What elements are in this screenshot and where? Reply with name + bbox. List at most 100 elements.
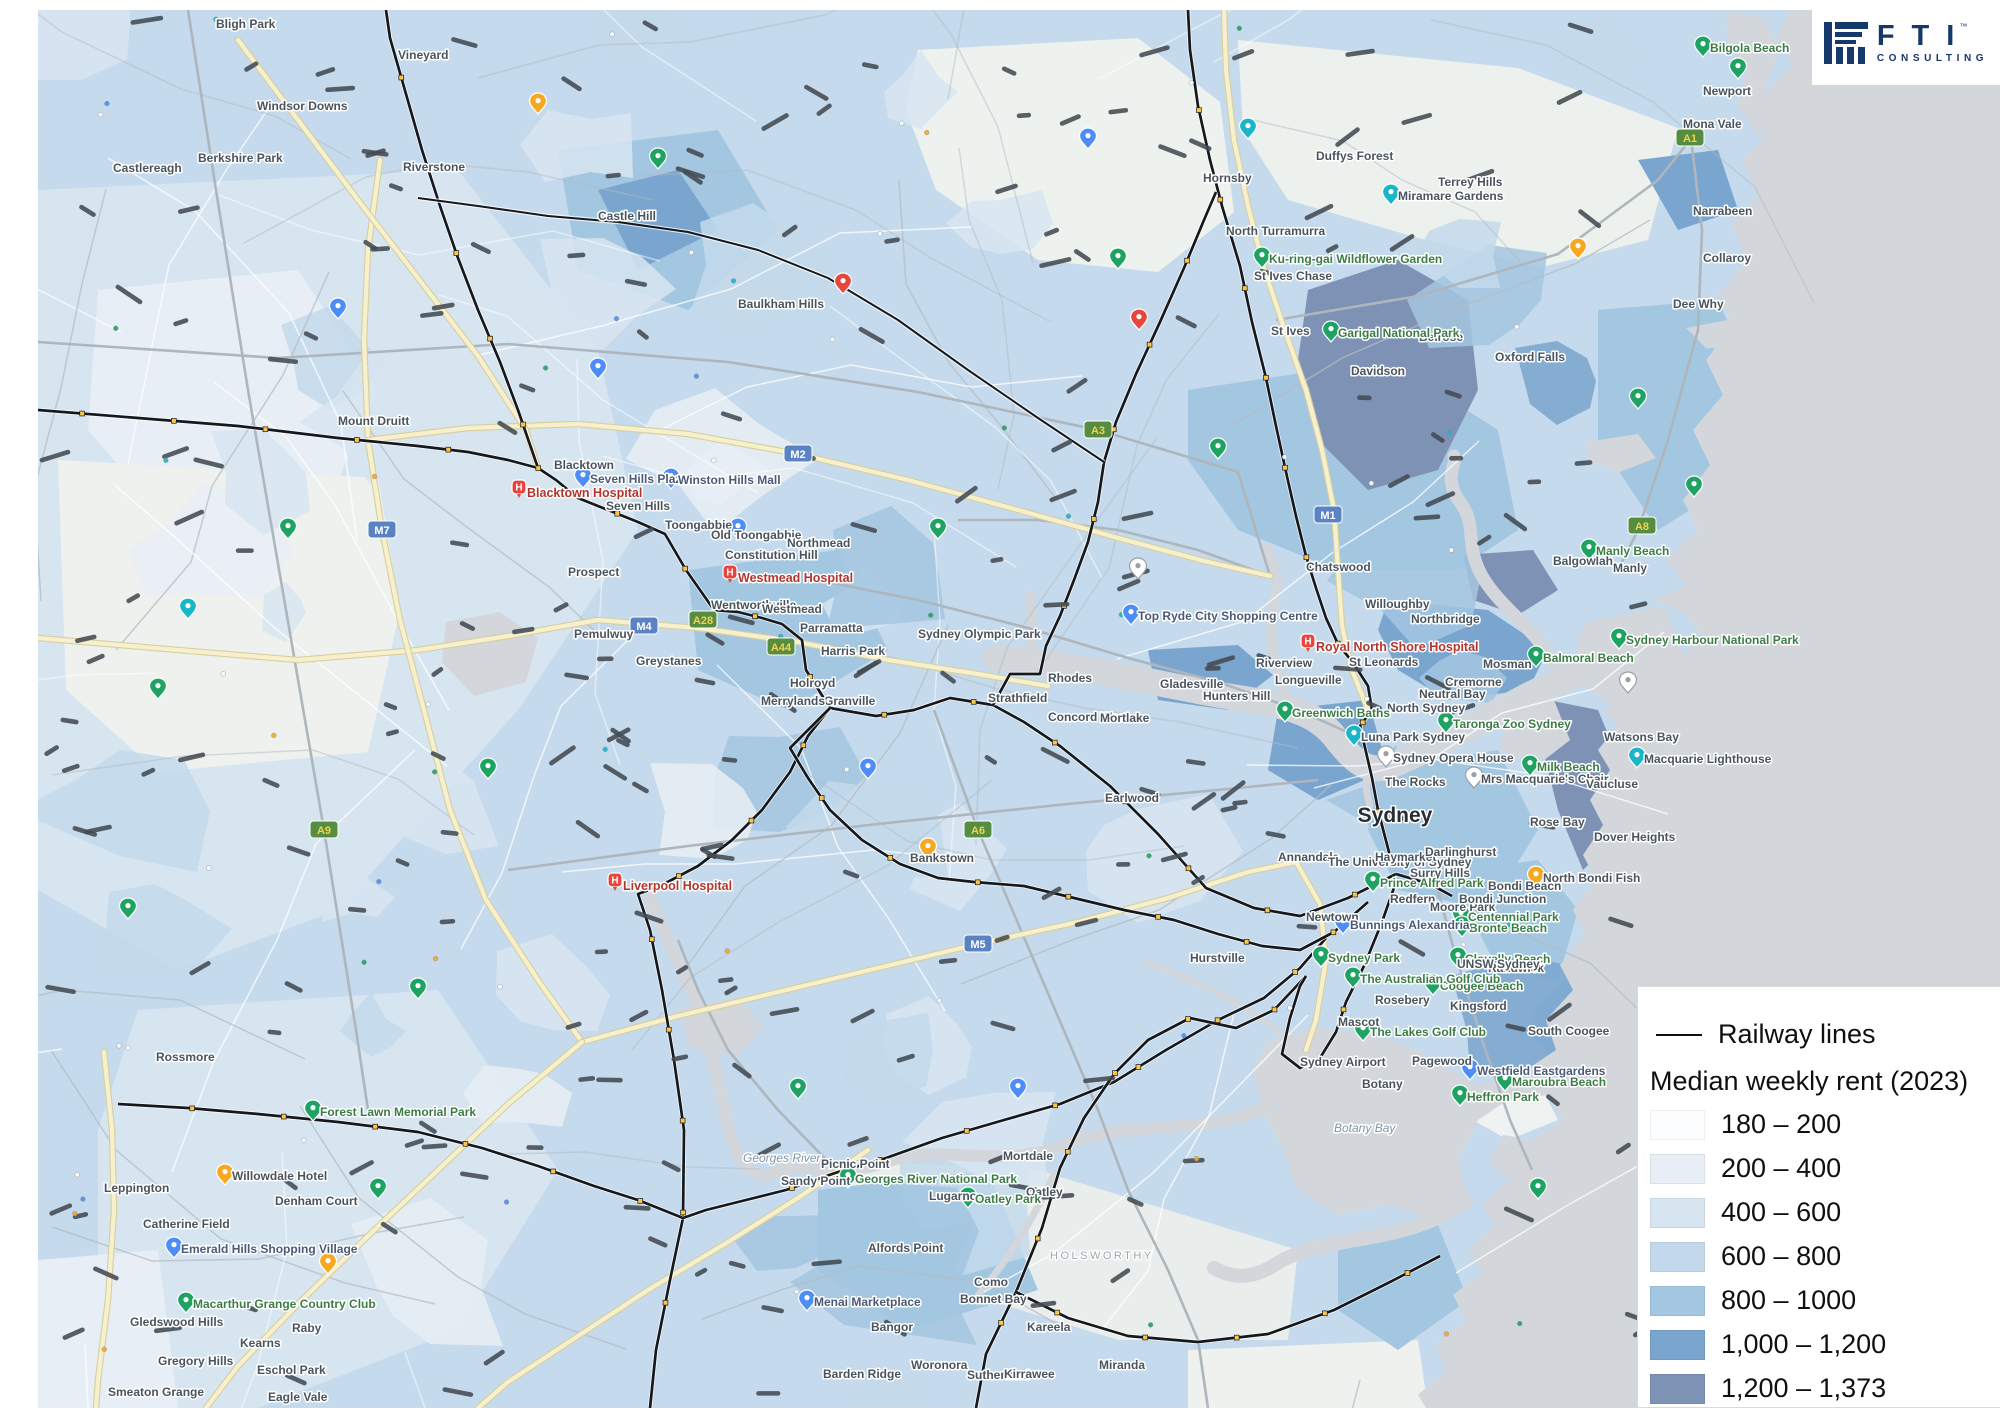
- map-label: Watsons Bay: [1604, 730, 1679, 744]
- road-shield-A1: A1: [1675, 128, 1705, 147]
- map-pin-green: [478, 757, 498, 780]
- map-pin-red: [1129, 308, 1149, 331]
- map-pins: H H H H: [118, 35, 1748, 1314]
- map-label: Neutral Bay: [1419, 687, 1486, 701]
- map-label: Gledswood Hills: [130, 1315, 224, 1329]
- map-label: Sandy Point: [781, 1174, 850, 1188]
- road-shield-A44: A44: [766, 637, 796, 656]
- svg-text:H: H: [611, 876, 618, 887]
- svg-text:A44: A44: [771, 642, 792, 654]
- map-pin-green: [1693, 35, 1713, 58]
- legend-class-row: 400 – 600: [1650, 1197, 2000, 1228]
- map-pin-hospital: H: [722, 564, 738, 583]
- map-pin-white: [1128, 557, 1148, 580]
- map-label: Milk Beach: [1537, 760, 1600, 774]
- legend-range-label: 1,000 – 1,200: [1721, 1329, 1887, 1359]
- svg-text:H: H: [515, 483, 522, 494]
- legend-swatch: [1650, 1285, 1705, 1316]
- map-label: The Lakes Golf Club: [1370, 1025, 1486, 1039]
- map-label: Narrabeen: [1693, 204, 1752, 218]
- map-pin-blue: [858, 757, 878, 780]
- legend-title: Median weekly rent (2023): [1650, 1066, 1969, 1096]
- legend-range-label: 180 – 200: [1721, 1109, 1842, 1139]
- map-label: Darlinghurst: [1425, 845, 1496, 859]
- map-pin-blue: [1460, 1058, 1480, 1081]
- map-pin-green: [1495, 1069, 1515, 1092]
- map-pin-blue: [573, 466, 593, 489]
- map-label: Kareela: [1027, 1320, 1071, 1334]
- map-label: Bonnet Bay: [960, 1292, 1027, 1306]
- map-label: Catherine Field: [143, 1217, 230, 1231]
- map-label: Como: [974, 1275, 1008, 1289]
- svg-text:H: H: [1304, 637, 1311, 648]
- map-label: Toongabbie: [665, 518, 732, 532]
- map-label: Gregory Hills: [158, 1354, 234, 1368]
- map-label: Mascot: [1338, 1015, 1379, 1029]
- map-pin-hospital: H: [511, 479, 527, 498]
- map-label: Belrose: [1419, 330, 1463, 344]
- map-pin-blue: [661, 467, 681, 490]
- map-label: Woronora: [911, 1358, 968, 1372]
- map-label: The University of Sydney: [1328, 855, 1472, 869]
- map-label: Rhodes: [1048, 671, 1092, 685]
- legend-swatch: [1650, 1329, 1705, 1360]
- map-label: Dover Heights: [1594, 830, 1676, 844]
- map-label: Top Ryde City Shopping Centre: [1138, 609, 1318, 623]
- map-label: Newport: [1703, 84, 1751, 98]
- map-label: Newtown: [1306, 910, 1359, 924]
- map-label: Manly Beach: [1596, 544, 1669, 558]
- map-label: Blacktown Hospital: [527, 486, 642, 500]
- map-label: North Bondi Fish: [1543, 871, 1640, 885]
- map-pin-green: [1321, 320, 1341, 343]
- map-pin-green: [1579, 538, 1599, 561]
- map-label: Georges River National Park: [855, 1172, 1017, 1186]
- road-shield-M4: M4: [629, 616, 659, 635]
- map-label: Baulkham Hills: [738, 297, 824, 311]
- map-pin-green: [1448, 946, 1468, 969]
- map-label: Bronte Beach: [1469, 921, 1547, 935]
- map-label: Macarthur Grange Country Club: [193, 1297, 376, 1311]
- svg-text:M1: M1: [1320, 510, 1335, 522]
- map-pin-blue: [1333, 912, 1353, 935]
- map-label: Bangor: [871, 1320, 913, 1334]
- map-pin-blue: [797, 1289, 817, 1312]
- map-label: Hunters Hill: [1203, 689, 1270, 703]
- map-label: Garigal National Park: [1338, 326, 1460, 340]
- road-shield-M2: M2: [783, 444, 813, 463]
- svg-text:A1: A1: [1683, 133, 1697, 145]
- railway-lines: [38, 10, 1454, 1408]
- map-label: South Coogee: [1528, 1024, 1610, 1038]
- map-label: Riverstone: [403, 160, 465, 174]
- map-pin-green: [176, 1291, 196, 1314]
- road-shield-A3: A3: [1083, 420, 1113, 439]
- map-label: Botany Bay: [1334, 1121, 1396, 1135]
- map-label: Mortlake: [1100, 711, 1150, 725]
- map-label: Miramare Gardens: [1398, 189, 1504, 203]
- map-label: Kirrawee: [1004, 1367, 1055, 1381]
- road-shield-M5: M5: [963, 934, 993, 953]
- legend-swatch: [1650, 1373, 1705, 1404]
- map-label: Castlereagh: [113, 161, 182, 175]
- legend-swatch: [1650, 1153, 1705, 1184]
- map-legend: Railway lines Median weekly rent (2023) …: [1637, 986, 2000, 1408]
- legend-range-label: 200 – 400: [1721, 1153, 1842, 1183]
- map-label: Bondi Beach: [1488, 879, 1561, 893]
- map-label: Bilgola Beach: [1710, 41, 1789, 55]
- svg-text:A28: A28: [693, 615, 713, 627]
- map-label: Sydney Harbour National Park: [1626, 633, 1799, 647]
- legend-swatch: [1650, 1109, 1705, 1140]
- map-pin-green: [1343, 966, 1363, 989]
- map-label: Rose Bay: [1530, 815, 1585, 829]
- map-label: UNSW Sydney: [1457, 957, 1540, 971]
- map-label: Bunnings Alexandria: [1350, 918, 1470, 932]
- map-pin-blue: [588, 357, 608, 380]
- svg-text:M5: M5: [970, 939, 985, 951]
- map-label: Rossmore: [156, 1050, 215, 1064]
- map-pin-green: [1609, 627, 1629, 650]
- map-pin-gray: [1464, 766, 1484, 789]
- georges-river: [640, 884, 1276, 1182]
- map-pin-green: [1520, 754, 1540, 777]
- road-shields: M4 M7 M2 M5 M1 A28 A44 A3 A6 A9 A1 A8: [309, 128, 1705, 953]
- map-label: Willowdale Hotel: [232, 1169, 327, 1183]
- map-label: St Ives Chase: [1254, 269, 1332, 283]
